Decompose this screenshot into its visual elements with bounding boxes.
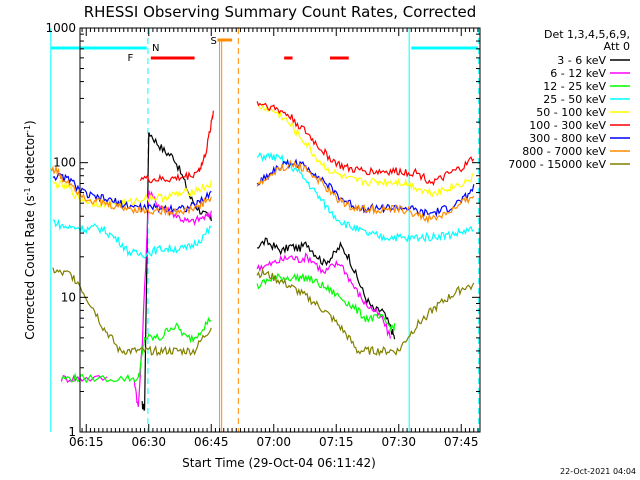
x-tick-label-1: 06:30 <box>131 435 166 449</box>
axes: 1 10 100 1000 06:15 06:30 06:45 07:00 07:15 07:30… <box>45 21 480 449</box>
series-line-1-seg-2 <box>256 252 391 339</box>
x-tick-label-6: 07:45 <box>444 435 479 449</box>
series-line-4-seg-0 <box>52 179 212 209</box>
series-line-0-seg-0 <box>141 132 212 411</box>
timestamp: 22-Oct-2021 04:04 <box>560 467 636 476</box>
series-line-3-seg-0 <box>52 218 212 259</box>
y-tick-label-2: 100 <box>53 156 76 170</box>
series-line-8-seg-1 <box>256 267 475 357</box>
x-tick-label-2: 06:45 <box>194 435 229 449</box>
x-tick-label-5: 07:30 <box>381 435 416 449</box>
x-tick-label-0: 06:15 <box>69 435 104 449</box>
x-tick-label-4: 07:15 <box>319 435 354 449</box>
legend-label-5: 100 - 300 keV <box>529 119 606 132</box>
series-line-7-seg-1 <box>256 159 475 225</box>
y-tick-label-3: 1000 <box>45 21 76 35</box>
legend-header-line2: Att 0 <box>604 40 630 53</box>
x-axis-title: Start Time (29-Oct-04 06:11:42) <box>182 456 376 470</box>
plot-area: N F S <box>50 28 480 432</box>
x-tick-label-3: 07:00 <box>256 435 291 449</box>
series-line-2-seg-1 <box>256 272 396 332</box>
legend-label-8: 7000 - 15000 keV <box>508 158 606 171</box>
series-line-5-seg-1 <box>256 101 475 186</box>
series-line-4-seg-1 <box>256 103 474 198</box>
y-axis-title: Corrected Count Rate (s-1 detector-1) <box>23 120 38 339</box>
legend-label-3: 25 - 50 keV <box>543 93 606 106</box>
legend-header-line1: Det 1,3,4,5,6,9, <box>544 28 630 41</box>
legend-label-4: 50 - 100 keV <box>536 106 606 119</box>
legend-label-6: 300 - 800 keV <box>529 132 606 145</box>
series-line-5-seg-0 <box>139 110 214 184</box>
legend-label-2: 12 - 25 keV <box>543 80 606 93</box>
series-line-1-seg-0 <box>60 374 108 383</box>
plot-frame <box>79 27 481 433</box>
y-tick-label-1: 10 <box>61 290 76 304</box>
series-line-0-seg-1 <box>256 237 396 340</box>
series-line-7-seg-0 <box>50 165 212 217</box>
series-line-3-seg-1 <box>256 151 475 243</box>
flag-f: F <box>127 53 133 64</box>
legend-label-7: 800 - 7000 keV <box>522 145 606 158</box>
series-line-8-seg-0 <box>52 267 212 357</box>
series-line-1-seg-1 <box>133 190 212 407</box>
legend-label-0: 3 - 6 keV <box>557 54 606 67</box>
flag-s: S <box>210 36 216 47</box>
chart-title: RHESSI Observing Summary Count Rates, Co… <box>84 3 477 21</box>
legend-label-1: 6 - 12 keV <box>550 67 606 80</box>
series-line-2-seg-0 <box>60 316 212 384</box>
flag-n: N <box>152 43 159 54</box>
y-tick-label-0: 1 <box>68 425 76 439</box>
